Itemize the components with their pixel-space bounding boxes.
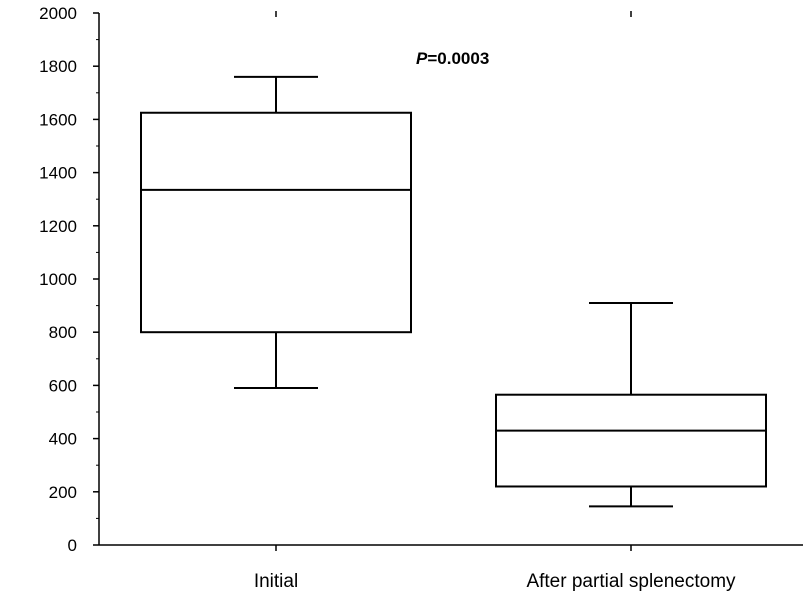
box-group: [495, 301, 767, 508]
x-category-label: After partial splenectomy: [526, 571, 736, 592]
y-tick-label: 1200: [39, 217, 77, 236]
y-tick-label: 1600: [39, 110, 77, 129]
y-tick-label: 0: [68, 536, 77, 555]
y-tick-label: 400: [49, 430, 77, 449]
box-iqr: [140, 111, 412, 334]
y-tick-label: 600: [49, 376, 77, 395]
y-tick-label: 1800: [39, 57, 77, 76]
box-series: [140, 75, 767, 508]
y-tick-label: 1400: [39, 164, 77, 183]
y-tick-label: 2000: [39, 4, 77, 23]
p-value-annotation: P=0.0003: [416, 49, 489, 68]
y-tick-label: 200: [49, 483, 77, 502]
y-ticks: 0 200 400 600 800 1000 1200 1400 1600 1800 2000: [39, 4, 99, 555]
y-tick-label: 1000: [39, 270, 77, 289]
x-ticks: Initial After partial splenectomy: [254, 11, 736, 592]
box-group: [140, 75, 412, 390]
p-value-italic: P: [416, 49, 428, 68]
y-tick-label: 800: [49, 323, 77, 342]
box-iqr: [495, 393, 767, 488]
x-category-label: Initial: [254, 571, 298, 592]
p-value-rest: =0.0003: [427, 49, 489, 68]
